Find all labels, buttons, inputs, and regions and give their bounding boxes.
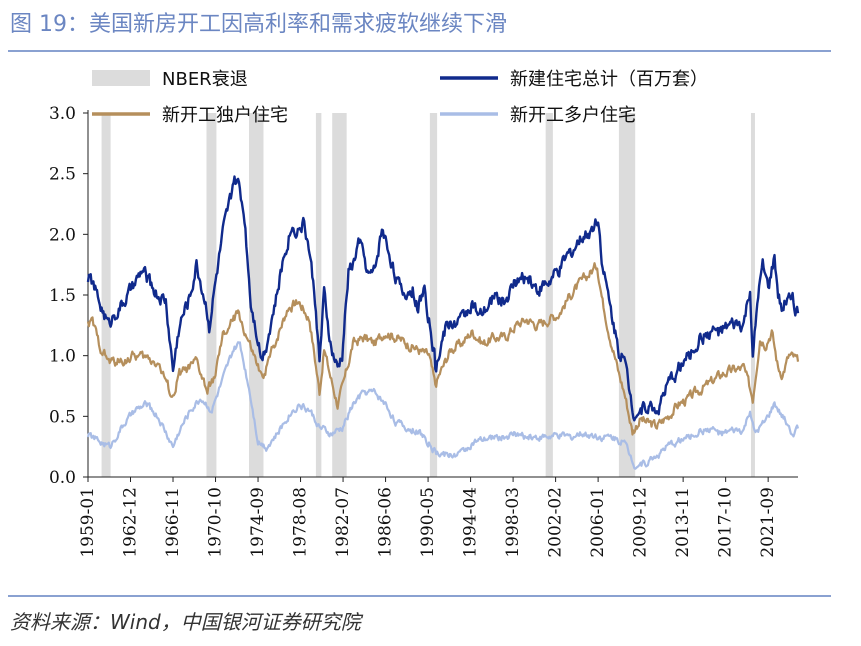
x-tick-label: 2002-02: [546, 487, 566, 558]
recession-bands: [101, 113, 755, 477]
recession-band: [101, 113, 111, 477]
x-tick-label: 2006-01: [588, 487, 608, 558]
x-tick-label: 1990-05: [418, 487, 438, 558]
legend: NBER衰退 新建住宅总计（百万套） 新开工独户住宅 新开工多户住宅: [92, 69, 708, 126]
legend-label-total: 新建住宅总计（百万套）: [510, 69, 708, 90]
x-tick-label: 1986-06: [376, 487, 396, 558]
y-tick-label: 2.5: [49, 165, 76, 185]
series-line-single: [86, 262, 800, 436]
y-tick-label: 2.0: [49, 225, 76, 245]
x-tick-label: 1994-04: [461, 487, 481, 558]
recession-band: [248, 113, 264, 477]
x-tick-label: 1978-08: [291, 487, 311, 558]
x-tick-label: 2009-12: [631, 487, 651, 558]
recession-band: [206, 113, 217, 477]
series-lines: [86, 175, 800, 470]
x-tick-label: 2013-11: [673, 487, 693, 558]
y-tick-label: 1.5: [49, 286, 76, 306]
series-line-total: [86, 175, 800, 422]
x-tick-label: 1970-10: [206, 487, 226, 558]
recession-band: [429, 113, 438, 477]
x-tick-label: 2021-09: [758, 487, 778, 558]
legend-label-recession: NBER衰退: [162, 69, 248, 90]
recession-band: [315, 113, 322, 477]
top-divider: [8, 50, 831, 52]
series-line-multi: [86, 341, 800, 470]
legend-swatch-recession: [92, 70, 150, 86]
recession-band: [750, 113, 755, 477]
bottom-divider: [8, 595, 831, 597]
legend-label-multi: 新开工多户住宅: [510, 105, 636, 126]
y-tick-label: 0.0: [49, 468, 76, 488]
y-tick-label: 3.0: [49, 104, 76, 124]
x-tick-label: 1966-11: [163, 487, 183, 558]
x-tick-label: 1998-03: [503, 487, 523, 558]
x-tick-label: 2017-10: [716, 487, 736, 558]
recession-band: [618, 113, 636, 477]
x-tick-label: 1962-12: [121, 487, 141, 558]
x-tick-label: 1959-01: [78, 487, 98, 558]
source-note: 资料来源：Wind，中国银河证券研究院: [10, 610, 361, 634]
x-tick-label: 1982-07: [333, 487, 353, 558]
recession-band: [332, 113, 347, 477]
figure-title: 图 19：美国新房开工因高利率和需求疲软继续下滑: [10, 12, 507, 37]
legend-label-single: 新开工独户住宅: [162, 105, 288, 126]
y-tick-label: 0.5: [49, 407, 76, 427]
x-tick-label: 1974-09: [248, 487, 268, 558]
recession-band: [545, 113, 553, 477]
y-tick-label: 1.0: [49, 347, 76, 367]
